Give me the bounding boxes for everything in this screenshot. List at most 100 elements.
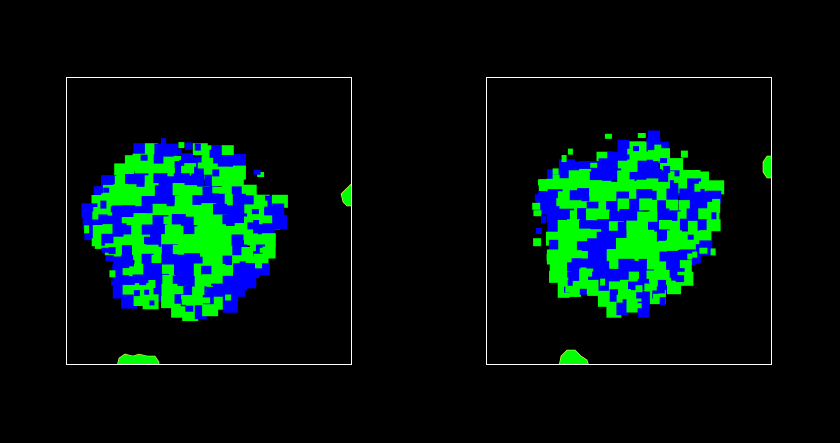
cell-fragment <box>629 143 636 149</box>
cell-fragment <box>533 238 542 247</box>
cell-fragment <box>101 225 109 233</box>
cell-fragment <box>567 148 573 155</box>
cell-fragment <box>149 300 155 306</box>
cell <box>211 173 224 187</box>
cell-fragment <box>239 261 246 270</box>
cell <box>163 143 178 158</box>
cell-fragment <box>92 211 99 220</box>
cell-fragment <box>705 196 713 202</box>
cell-fragment <box>178 142 185 149</box>
cell-fragment <box>676 275 685 283</box>
cell <box>231 175 244 188</box>
cell <box>222 296 238 313</box>
cell <box>596 209 610 222</box>
cell <box>162 274 176 287</box>
cell-fragment <box>649 277 657 283</box>
cell-fragment <box>711 212 717 220</box>
cell <box>112 223 127 239</box>
cell-fragment <box>97 188 103 194</box>
cell <box>261 233 276 248</box>
cell-fragment <box>552 168 559 175</box>
cell-fragment <box>710 248 716 256</box>
cell-fragment <box>108 247 116 255</box>
cell <box>202 304 219 317</box>
cell-fragment <box>567 279 573 286</box>
cell-fragment <box>694 183 701 192</box>
cell-fragment <box>673 177 679 183</box>
cell-fragment <box>197 162 205 169</box>
cell-fragment <box>91 238 100 247</box>
edge-cell-cluster <box>117 353 160 364</box>
cell-fragment <box>148 280 156 288</box>
cell-fragment <box>103 187 110 193</box>
cell <box>253 244 266 257</box>
cell-fragment <box>637 133 646 138</box>
cell-fragment <box>140 154 148 161</box>
cell <box>211 283 226 297</box>
cell-fragment <box>552 174 560 183</box>
cell-fragment <box>133 290 140 297</box>
cell <box>201 203 217 219</box>
cell-fragment <box>653 293 661 302</box>
cell-fragment <box>113 270 121 277</box>
cell <box>577 188 590 204</box>
cell <box>639 198 653 211</box>
cell <box>101 233 114 246</box>
cell-fragment <box>253 169 261 175</box>
cell-fragment <box>185 305 194 312</box>
cell <box>646 168 663 181</box>
cell <box>121 294 138 309</box>
cell-fragment <box>144 289 150 295</box>
cell <box>657 208 670 223</box>
cell-fragment <box>564 256 572 263</box>
cell-fragment <box>255 262 262 269</box>
cell-fragment <box>84 225 90 234</box>
cell-fragment <box>247 222 255 230</box>
cell-fragment <box>260 254 267 260</box>
cell-fragment <box>561 155 567 162</box>
edge-cell-cluster <box>340 183 351 207</box>
cell-fragment <box>161 138 166 146</box>
cell-fragment <box>185 142 193 150</box>
cell-fragment <box>633 146 639 152</box>
cell-fragment <box>635 303 642 309</box>
cell-fragment <box>653 154 660 162</box>
cell-fragment <box>680 150 688 158</box>
cell-fragment <box>590 162 598 168</box>
cell <box>262 223 275 236</box>
cell-fragment <box>259 200 268 207</box>
cell-fragment <box>251 209 259 215</box>
cell-fragment <box>674 170 680 177</box>
cell-fragment <box>692 251 698 258</box>
cell-fragment <box>146 287 154 295</box>
cell <box>231 234 244 248</box>
edge-cell-cluster <box>559 349 589 364</box>
cell-fragment <box>181 298 188 305</box>
cell-fragment <box>264 208 272 216</box>
cell-fragment <box>206 286 215 293</box>
cell <box>706 219 721 232</box>
cell-fragment <box>249 243 256 251</box>
cell-fragment <box>579 288 587 295</box>
cell-fragment <box>538 179 544 186</box>
cell-fragment <box>552 213 561 220</box>
cell <box>549 258 562 275</box>
cell-fragment <box>687 234 694 240</box>
cell-fragment <box>551 206 560 215</box>
cell-fragment <box>663 166 671 173</box>
cell <box>616 299 629 316</box>
cell-fragment <box>656 286 665 294</box>
cell <box>616 238 631 252</box>
cell-fragment <box>600 278 606 286</box>
cell-fragment <box>659 297 666 306</box>
cell-fragment <box>695 244 703 253</box>
cell-fragment <box>533 210 542 217</box>
cell <box>202 225 216 238</box>
cell <box>617 170 633 183</box>
cell-fragment <box>202 297 211 304</box>
cell-fragment <box>240 283 248 291</box>
cell-fragment <box>580 267 587 276</box>
cell-fragment <box>105 256 114 262</box>
cell <box>272 203 285 216</box>
